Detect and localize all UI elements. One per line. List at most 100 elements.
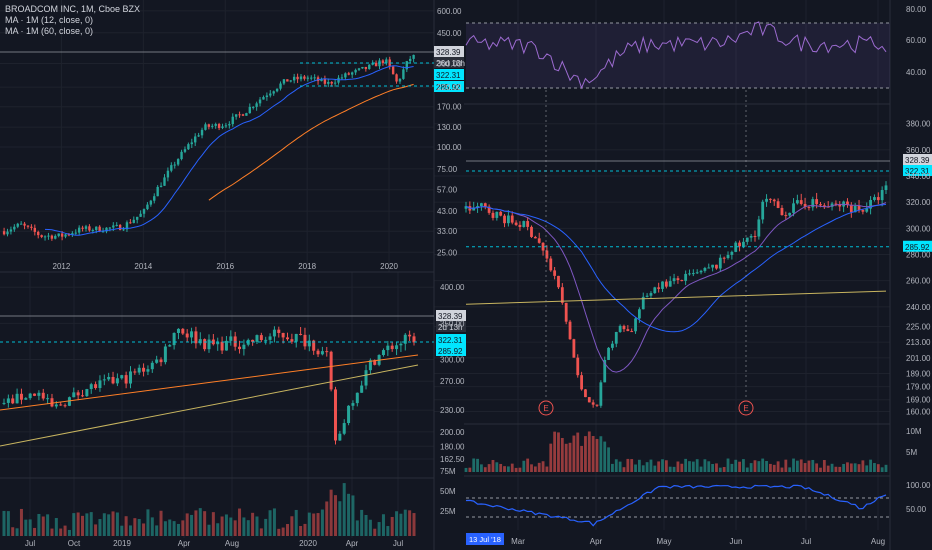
zoom-candle-body [618,325,622,332]
zoom-candle-body [514,222,518,225]
wide-candle-body [33,393,37,396]
wide-candle-body [399,343,403,346]
monthly-candle-body [105,227,108,232]
monthly-candle-body [224,125,228,127]
zoom-volume-bar [873,463,876,472]
wide-volume-bar [281,527,285,536]
zoom-x-tick: Mar [511,537,525,546]
zoom-volume-bar [499,463,503,472]
wide-candle-body [50,398,54,407]
monthly-level-tag-2-bg [434,81,464,92]
monthly-candle-body [173,164,176,166]
zoom-volume-bar [572,435,576,472]
zoom-y-tick: 179.00 [906,383,931,392]
monthly-candle-body [211,125,214,127]
wide-volume-bar [28,519,32,536]
monthly-candle-body [310,77,313,79]
zoom-level-tag-2: 285.92 [903,240,932,252]
wide-volume-bar [233,520,237,536]
zoom-candle-body [591,402,595,405]
zoom-candle-body [614,331,618,344]
zoom-candle-body [553,270,557,276]
monthly-candle-body [364,66,368,69]
wide-candle-body [255,335,259,342]
wide-volume-bar [67,529,71,536]
zoom-volume-bar [591,435,595,472]
monthly-candle-body [374,62,378,67]
zoom-volume-bar [557,432,560,472]
wide-candle-body [37,392,41,396]
wide-candle-body [168,345,172,347]
zoom-candle-body [707,267,711,269]
zoom-candle-body [560,287,564,303]
monthly-candle-body [385,59,388,64]
monthly-candle-body [6,231,9,235]
legend-ma60: MA · 1M (60, close, 0) [5,26,94,36]
wide-candle-body [307,340,311,347]
zoom-volume-bar [761,458,765,472]
monthly-candle-body [299,76,303,80]
zoom-candle-body [680,280,684,282]
wide-volume-bar [259,528,263,536]
wide-x-tick: 2019 [113,539,131,548]
wide-volume-bar [150,517,154,536]
zoom-volume-bar [753,460,757,472]
wide-candle-body [115,378,119,384]
zoom-volume-bar [742,459,745,472]
zoom-volume-bar [672,466,676,472]
monthly-candle-body [129,222,132,224]
monthly-countdown-tag: 26d 13h [434,57,465,68]
daily-zoom-chart-pane[interactable]: Mar Apr May Jun Jul Aug 328.39 322.31 285.92 E E 13… [464,21,932,546]
zoom-volume-bar [765,460,768,472]
zoom-volume-bar [668,466,672,472]
monthly-candle-body [306,77,310,79]
zoom-candle-body [861,210,865,212]
zoom-volume-bar [811,459,815,472]
zoom-candle-body [668,281,672,287]
wide-volume-bar [176,523,180,536]
daily-wide-chart-pane[interactable]: Jul Oct 2019 Apr Aug 2020 Apr Jul 328.39 2d 13h 32… [0,310,466,548]
zoom-volume-bar [599,436,603,472]
monthly-candle-body [77,227,81,233]
zoom-candle-body [830,203,834,207]
zoom-x-tick: May [656,537,671,546]
monthly-y-tick: 57.00 [437,186,458,195]
wide-candle-body [277,329,281,333]
zoom-volume-bar [587,431,591,472]
zoom-candle-body [549,258,553,271]
wide-volume-bar [81,515,85,536]
wide-volume-tick: 25M [440,507,456,516]
zoom-volume-bar [853,463,857,472]
wide-volume-bar [128,525,132,536]
wide-trendline [0,364,419,447]
monthly-chart-pane[interactable]: 2012 2014 2016 2018 2020 328.39 26d 13h 322.31 2… [0,46,465,271]
chart-legend: BROADCOM INC, 1M, Cboe BZX MA · 1M (12, … [5,4,140,37]
zoom-y-tick: 280.00 [906,250,931,259]
zoom-candle-body [634,318,637,332]
wide-last-price-tag-text: 328.39 [438,312,463,321]
wide-volume-bar [89,512,93,536]
zoom-candle-body [595,404,599,406]
wide-candle-body [216,341,220,345]
monthly-candle-body [272,91,275,94]
wide-volume-bar [333,495,337,536]
monthly-countdown-tag-bg [434,57,464,68]
zoom-candle-body [587,397,591,403]
zoom-candle-body [495,211,499,218]
monthly-candle-body [255,103,258,107]
monthly-candle-body [153,196,156,201]
wide-x-tick: Oct [68,539,81,548]
wide-candle-body [163,346,167,363]
zoom-candle-body [522,221,526,227]
zoom-candle-body [880,190,884,201]
wide-candle-body [81,395,85,397]
zoom-volume-bar [880,467,884,472]
zoom-candle-body [557,275,560,288]
wide-candle-body [368,360,372,371]
zoom-earnings-marker-1-label: E [543,404,548,413]
monthly-candle-body [81,227,84,229]
zoom-candle-body [780,207,784,216]
rsi-tick: 80.00 [906,5,927,14]
zoom-candle-body [676,278,680,281]
